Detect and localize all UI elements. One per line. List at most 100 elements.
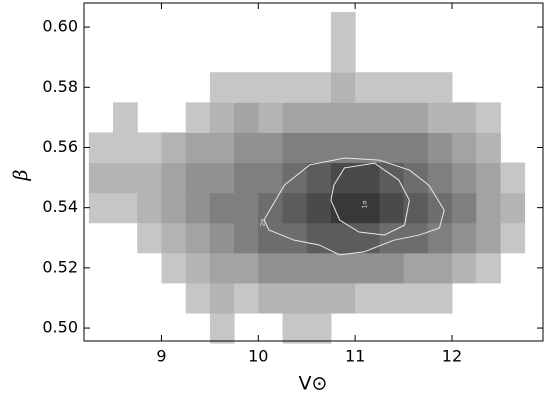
y-tick-label: 0.50: [42, 318, 78, 337]
density-cell: [282, 252, 308, 284]
density-cell: [500, 253, 525, 284]
density-cell: [282, 282, 308, 314]
density-cell: [452, 42, 477, 73]
density-cell: [500, 162, 526, 194]
density-cell: [137, 132, 162, 164]
density-cell: [428, 313, 453, 344]
density-cell: [137, 253, 162, 284]
density-cell: [330, 72, 356, 103]
density-cell: [427, 72, 453, 103]
density-cell: [210, 12, 235, 43]
density-cell: [113, 313, 138, 344]
density-cell: [451, 222, 477, 254]
density-cell: [89, 283, 114, 314]
density-cell: [185, 162, 211, 194]
density-cell: [282, 313, 308, 344]
density-cell: [161, 72, 186, 103]
density-cell: [476, 132, 501, 164]
density-cell: [161, 192, 187, 224]
density-cell: [500, 102, 525, 133]
density-cell: [185, 132, 211, 164]
density-cell: [330, 252, 356, 284]
x-tick-label: 10: [248, 347, 268, 366]
density-cell: [258, 72, 284, 103]
density-cell: [209, 192, 235, 224]
density-cell: [137, 192, 162, 224]
density-cell: [379, 42, 404, 73]
density-cell: [88, 132, 114, 164]
density-cell: [137, 162, 162, 194]
density-cell: [451, 132, 477, 164]
density-cell: [282, 222, 308, 254]
density-cell: [452, 283, 477, 314]
contour: [330, 162, 410, 236]
density-cell: [258, 42, 283, 73]
density-cell: [89, 12, 114, 43]
density-cell: [427, 222, 453, 254]
density-cell: [476, 72, 501, 103]
density-cell: [258, 102, 284, 133]
x-tick-label: 11: [345, 347, 365, 366]
density-cell: [452, 313, 477, 344]
density-cell: [258, 313, 283, 344]
density-cell: [403, 72, 429, 103]
density-cell: [500, 283, 525, 314]
density-cell: [185, 252, 211, 284]
density-cell: [88, 192, 114, 224]
density-cell: [355, 42, 380, 73]
density-cell: [185, 192, 211, 224]
density-cell: [427, 192, 453, 224]
density-cell: [355, 222, 380, 254]
density-cell: [379, 282, 405, 314]
density-cell: [161, 132, 187, 164]
density-cell: [404, 313, 429, 344]
density-cell: [89, 313, 114, 344]
density-cell: [451, 252, 477, 284]
density-cell: [113, 102, 138, 133]
density-cell: [403, 252, 429, 284]
density-cell: [89, 223, 114, 254]
density-cell: [331, 313, 356, 344]
density-cell: [379, 132, 405, 164]
density-cell: [234, 192, 259, 224]
density-cell: [234, 222, 259, 254]
plot-frame: [83, 2, 544, 342]
density-cell: [137, 313, 162, 344]
density-cell: [355, 132, 380, 164]
contour-label: 1σ: [361, 201, 368, 209]
density-cell: [88, 162, 114, 194]
x-tick-label: 9: [156, 347, 166, 366]
density-cell: [476, 222, 501, 254]
density-cell: [234, 132, 259, 164]
density-cell: [306, 72, 332, 103]
y-tick-label: 0.52: [42, 257, 78, 276]
density-cell: [209, 313, 235, 344]
density-cell: [330, 42, 356, 73]
density-cell: [282, 102, 308, 133]
density-cell: [379, 313, 404, 344]
density-cell: [306, 102, 332, 133]
density-cell: [161, 12, 186, 43]
density-cell: [258, 222, 284, 254]
density-cell: [355, 252, 380, 284]
density-cell: [258, 12, 283, 43]
density-cell: [234, 42, 259, 73]
density-cell: [113, 132, 138, 164]
density-cell: [234, 72, 259, 103]
density-cell: [161, 162, 187, 194]
x-tick-label: 12: [442, 347, 462, 366]
density-cell: [306, 222, 332, 254]
density-cell: [452, 72, 477, 103]
density-cell: [500, 42, 525, 73]
density-cell: [161, 313, 186, 344]
density-cell: [89, 42, 114, 73]
density-cell: [161, 252, 187, 284]
density-cell: [258, 162, 284, 194]
density-cell: [234, 252, 259, 284]
density-cell: [307, 12, 332, 43]
density-cell: [379, 252, 405, 284]
density-cell: [137, 283, 162, 314]
density-cell: [161, 102, 186, 133]
density-cell: [451, 162, 477, 194]
density-cell: [306, 162, 332, 194]
